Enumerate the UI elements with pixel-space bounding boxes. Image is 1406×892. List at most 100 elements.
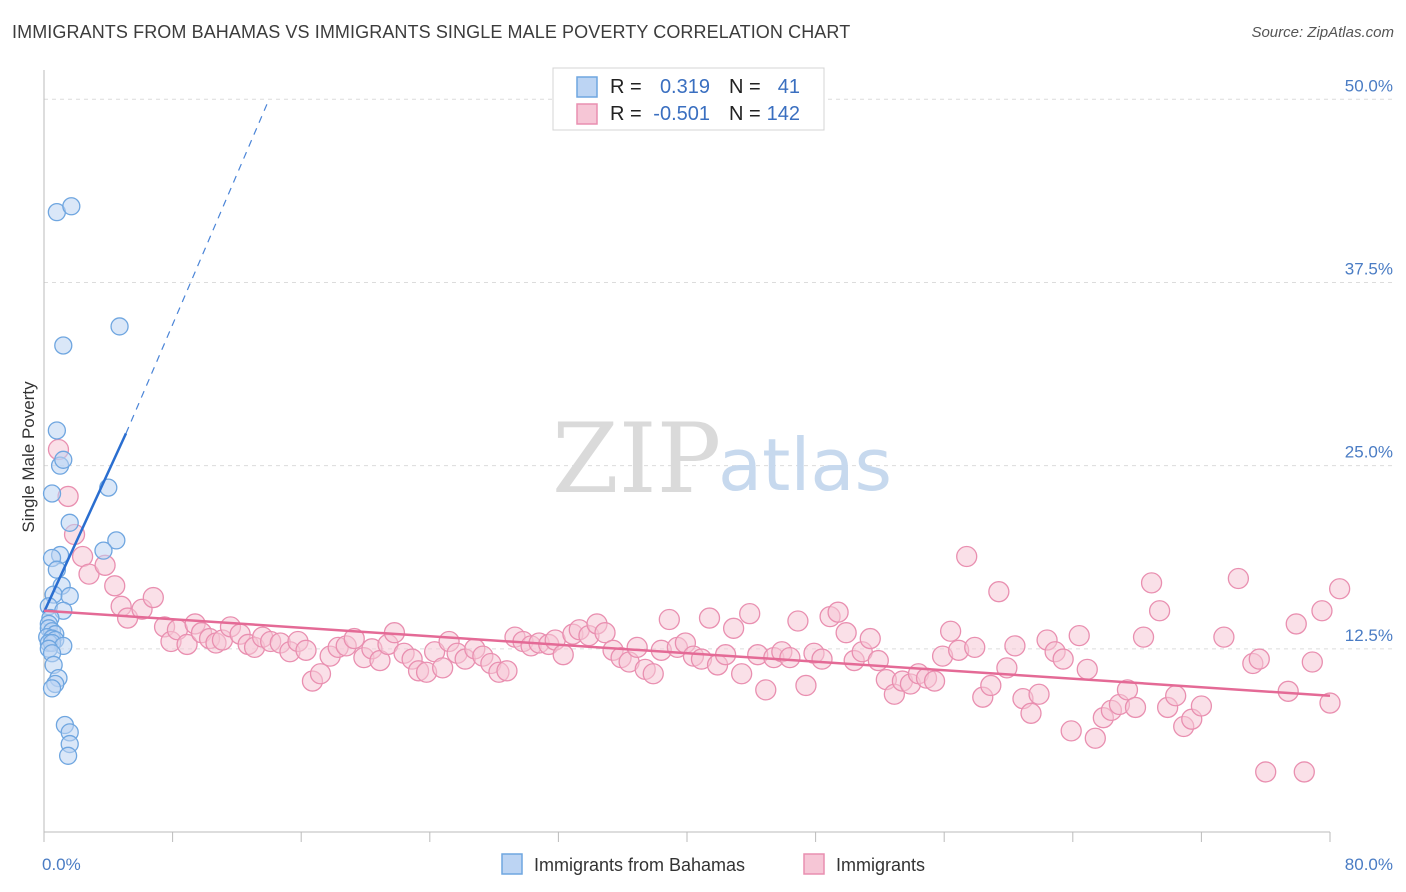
point-immigrants-123 [1052,648,1074,670]
series-immigrants [47,438,1351,783]
point-immigrants-111 [956,545,978,568]
point-immigrants-66 [594,622,616,644]
point-immigrants-114 [980,674,1002,697]
y-tick-label-3: 50.0% [1345,76,1393,95]
legend-r-value-2: -0.501 [653,103,710,125]
point-immigrants-107 [923,670,946,692]
point-immigrants-93 [811,648,833,670]
point-bahamas-11 [94,541,113,560]
point-immigrants-109 [939,620,962,642]
legend-bottom-label-immigrants: Immigrants [836,855,925,875]
point-immigrants-99 [859,627,881,650]
point-immigrants-117 [1004,635,1026,657]
point-immigrants-74 [658,608,680,631]
point-bahamas-10 [107,531,126,550]
point-immigrants-4 [78,563,100,585]
point-immigrants-70 [626,636,648,659]
point-immigrants-148 [1293,761,1315,783]
point-immigrants-115 [988,581,1010,603]
point-immigrants-10 [142,586,164,609]
point-immigrants-147 [1285,613,1307,635]
y-axis-label: Single Male Poverty [19,381,38,533]
point-immigrants-1 [57,485,79,508]
point-immigrants-120 [1028,683,1050,705]
point-immigrants-86 [755,679,777,701]
point-immigrants-119 [1020,702,1042,724]
legend-r-label-1: R = [610,76,642,98]
point-immigrants-152 [1328,578,1351,600]
point-immigrants-79 [698,607,721,629]
legend-r-value-1: 0.319 [660,76,710,98]
legend-stats: R = 0.319 N = 41 R = -0.501 N = 142 [552,67,825,131]
legend-bottom-swatch-pink [803,853,825,875]
legend-n-label-1: N = [729,76,761,98]
y-tick-labels: 12.5% 25.0% 37.5% 50.0% [1345,76,1393,645]
watermark: ZIP atlas [552,403,892,515]
point-immigrants-6 [104,575,126,597]
legend-n-label-2: N = [729,103,761,125]
x-ticks [43,832,1331,842]
point-immigrants-90 [787,610,809,632]
point-immigrants-134 [1140,572,1163,594]
x-tick-label-0: 0.0% [42,855,81,874]
point-immigrants-83 [731,663,753,685]
trend-line-blue [42,432,128,613]
legend-series: Immigrants from Bahamas Immigrants [501,853,925,875]
point-bahamas-9 [60,513,79,532]
trend-line-pink [43,609,1331,697]
y-tick-label-2: 37.5% [1345,259,1393,278]
point-immigrants-137 [1165,685,1187,707]
point-immigrants-82 [722,617,745,639]
legend-bottom-label-bahamas: Immigrants from Bahamas [534,855,745,875]
point-immigrants-61 [552,644,574,666]
trend-line-blue-extrapolated [125,99,270,434]
point-immigrants-151 [1319,692,1341,714]
point-bahamas-1 [62,197,81,216]
point-immigrants-145 [1255,761,1277,783]
x-tick-label-1: 80.0% [1345,855,1393,874]
point-immigrants-46 [432,657,454,679]
point-immigrants-132 [1124,696,1147,719]
trend-lines [42,99,1331,697]
legend-swatch-blue [576,76,598,98]
point-immigrants-127 [1084,727,1106,749]
point-immigrants-95 [827,601,849,623]
point-immigrants-84 [739,603,761,625]
point-immigrants-141 [1213,626,1235,648]
point-bahamas-8 [42,484,62,503]
point-immigrants-125 [1068,624,1090,647]
point-bahamas-40 [58,746,78,765]
legend-box [552,67,825,131]
point-immigrants-131 [1116,679,1139,701]
point-immigrants-149 [1301,651,1323,673]
x-tick-labels: 0.0% 80.0% [42,855,1393,874]
point-immigrants-29 [295,639,317,661]
point-immigrants-144 [1248,648,1270,670]
legend-r-label-2: R = [610,103,642,125]
watermark-atlas: atlas [718,423,892,507]
point-bahamas-4 [47,421,67,440]
y-tick-label-1: 25.0% [1345,443,1393,462]
point-immigrants-135 [1148,600,1171,622]
point-immigrants-140 [1190,695,1213,717]
point-immigrants-112 [964,636,986,659]
point-immigrants-91 [795,674,817,697]
point-bahamas-36 [42,679,62,698]
point-immigrants-124 [1060,720,1082,742]
point-immigrants-142 [1227,567,1250,590]
y-tick-label-0: 12.5% [1345,626,1393,645]
legend-bottom-swatch-blue [501,853,523,875]
point-bahamas-6 [54,450,73,469]
legend-n-value-1: 41 [778,76,800,98]
point-bahamas-2 [110,317,129,336]
point-immigrants-54 [496,660,518,682]
point-immigrants-126 [1076,658,1098,680]
point-bahamas-3 [54,336,73,355]
point-immigrants-72 [642,663,664,685]
point-immigrants-150 [1311,600,1333,622]
point-immigrants-89 [779,646,801,669]
chart-title: IMMIGRANTS FROM BAHAMAS VS IMMIGRANTS SI… [12,22,851,42]
series-immigrants-from-bahamas [38,197,129,765]
chart-source: Source: ZipAtlas.com [1251,24,1394,41]
